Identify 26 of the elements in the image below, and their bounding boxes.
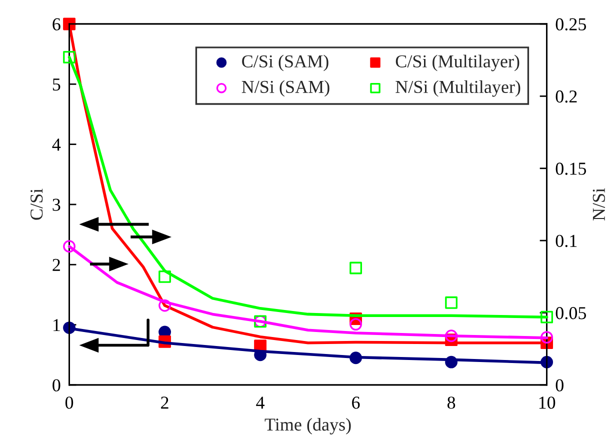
x-tick-label: 8 bbox=[447, 396, 456, 409]
y2-tick-label: 0.25 bbox=[556, 18, 586, 30]
legend-label: N/Si (Multilayer) bbox=[396, 80, 520, 97]
x-tick-label: 6 bbox=[352, 396, 360, 409]
x-tick-label: 10 bbox=[539, 396, 556, 409]
y-tick-label: 4 bbox=[52, 138, 61, 151]
y2-tick-label: 0 bbox=[556, 379, 564, 392]
y-tick-label: 5 bbox=[52, 78, 60, 91]
y-tick-label: 6 bbox=[52, 18, 60, 30]
legend-label: C/Si (Multilayer) bbox=[396, 54, 520, 72]
y2-tick-label: 0.2 bbox=[556, 90, 577, 103]
x-tick-label: 2 bbox=[161, 396, 168, 409]
legend-label: C/Si (SAM) bbox=[242, 54, 328, 72]
y-tick-label: 3 bbox=[52, 198, 60, 211]
y-tick-label: 1 bbox=[53, 319, 60, 332]
y2-tick-label: 0.1 bbox=[556, 234, 577, 248]
x-tick-label: 4 bbox=[256, 396, 265, 409]
y2-tick-label: 0.05 bbox=[556, 307, 586, 320]
legend-label: N/Si (SAM) bbox=[242, 80, 330, 97]
y-tick-label: 0 bbox=[52, 379, 60, 392]
x-tick-label: 0 bbox=[65, 396, 74, 409]
y2-axis-title: N/Si bbox=[592, 188, 605, 220]
x-axis-title: Time (days) bbox=[264, 418, 351, 434]
y2-tick-label: 0.15 bbox=[556, 162, 586, 175]
y-tick-label: 2 bbox=[52, 258, 60, 271]
y-axis-title: C/Si bbox=[30, 188, 43, 220]
